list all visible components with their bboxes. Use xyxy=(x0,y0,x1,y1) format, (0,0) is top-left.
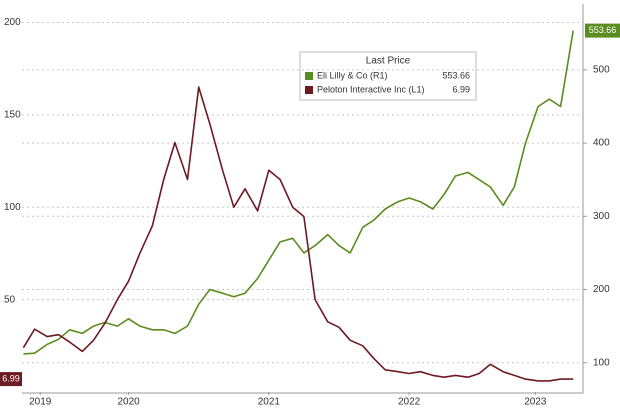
legend-value: 553.66 xyxy=(442,70,470,80)
legend: Last Price Eli Lilly & Co (R1) 553.66 Pelo… xyxy=(299,51,477,101)
y2-tick-label: 300 xyxy=(593,211,610,222)
last-price-tag-label: 553.66 xyxy=(589,25,617,35)
legend-box xyxy=(299,51,477,101)
last-price-tag-label: 6.99 xyxy=(2,373,20,383)
legend-label: Eli Lilly & Co (R1) xyxy=(317,70,388,80)
legend-value: 6.99 xyxy=(452,84,470,94)
x-tick-label: 2021 xyxy=(258,397,281,408)
legend-label: Peloton Interactive Inc (L1) xyxy=(317,84,425,94)
series-line xyxy=(23,30,574,355)
y2-tick-label: 200 xyxy=(593,284,610,295)
series-line xyxy=(22,86,574,382)
x-tick-label: 2023 xyxy=(524,397,547,408)
legend-swatch xyxy=(305,72,313,80)
x-tick-label: 2022 xyxy=(398,397,421,408)
legend-swatch xyxy=(305,86,313,94)
last-price-tag xyxy=(0,372,22,387)
y-tick-label: 200 xyxy=(4,17,21,28)
y-tick-label: 50 xyxy=(4,294,16,305)
x-tick-label: 2019 xyxy=(29,397,52,408)
x-tick-label: 2020 xyxy=(117,397,140,408)
y2-tick-label: 500 xyxy=(593,65,610,76)
y2-tick-label: 100 xyxy=(593,357,610,368)
y-tick-label: 100 xyxy=(4,202,21,213)
y-tick-label: 150 xyxy=(4,109,21,120)
legend-title: Last Price xyxy=(366,56,411,67)
y2-tick-label: 400 xyxy=(593,138,610,149)
last-price-tag xyxy=(585,23,620,38)
